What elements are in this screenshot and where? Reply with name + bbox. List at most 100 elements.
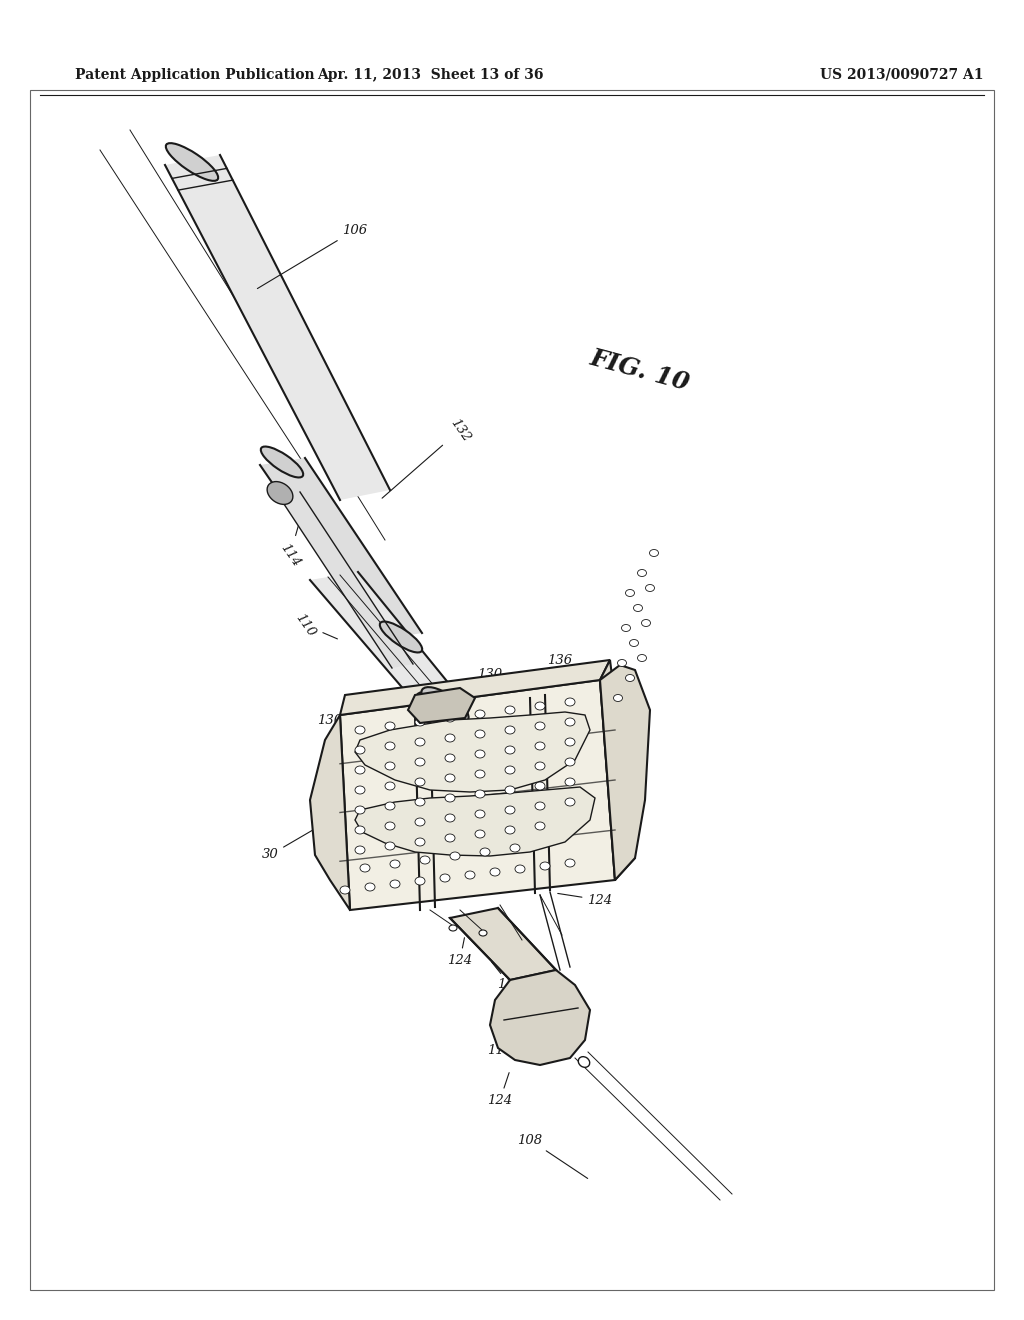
- Ellipse shape: [415, 718, 425, 726]
- Ellipse shape: [445, 714, 455, 722]
- Ellipse shape: [626, 590, 635, 597]
- Text: 114: 114: [278, 523, 302, 569]
- Ellipse shape: [415, 777, 425, 785]
- Ellipse shape: [465, 871, 475, 879]
- Ellipse shape: [385, 742, 395, 750]
- Text: 133: 133: [338, 731, 413, 756]
- Text: Patent Application Publication: Patent Application Publication: [75, 69, 314, 82]
- Ellipse shape: [261, 446, 303, 478]
- Ellipse shape: [475, 810, 485, 818]
- Ellipse shape: [385, 842, 395, 850]
- Ellipse shape: [445, 814, 455, 822]
- Ellipse shape: [535, 702, 545, 710]
- Ellipse shape: [166, 143, 218, 181]
- Ellipse shape: [490, 869, 500, 876]
- Text: 30: 30: [261, 821, 328, 862]
- Ellipse shape: [505, 766, 515, 774]
- Ellipse shape: [355, 826, 365, 834]
- Ellipse shape: [649, 549, 658, 557]
- Text: US 2013/0090727 A1: US 2013/0090727 A1: [820, 69, 983, 82]
- Ellipse shape: [505, 785, 515, 795]
- Polygon shape: [340, 660, 610, 715]
- Ellipse shape: [420, 855, 430, 865]
- Ellipse shape: [613, 694, 623, 701]
- Polygon shape: [165, 154, 390, 500]
- Ellipse shape: [385, 781, 395, 789]
- Text: 132: 132: [382, 416, 472, 498]
- Ellipse shape: [565, 718, 575, 726]
- Polygon shape: [408, 688, 475, 723]
- Ellipse shape: [450, 851, 460, 861]
- Ellipse shape: [440, 874, 450, 882]
- Ellipse shape: [340, 886, 350, 894]
- Text: 116: 116: [492, 962, 522, 991]
- Ellipse shape: [505, 746, 515, 754]
- Ellipse shape: [445, 834, 455, 842]
- Ellipse shape: [634, 605, 642, 611]
- Ellipse shape: [415, 876, 425, 884]
- Ellipse shape: [535, 803, 545, 810]
- Ellipse shape: [355, 807, 365, 814]
- Ellipse shape: [535, 781, 545, 789]
- Ellipse shape: [510, 843, 520, 851]
- Ellipse shape: [505, 807, 515, 814]
- Ellipse shape: [645, 585, 654, 591]
- Ellipse shape: [449, 925, 457, 931]
- Ellipse shape: [365, 883, 375, 891]
- Ellipse shape: [385, 762, 395, 770]
- Ellipse shape: [480, 847, 490, 855]
- Ellipse shape: [535, 762, 545, 770]
- Text: 130: 130: [453, 668, 503, 698]
- Ellipse shape: [622, 624, 631, 631]
- Ellipse shape: [415, 818, 425, 826]
- Ellipse shape: [415, 838, 425, 846]
- Ellipse shape: [565, 777, 575, 785]
- Ellipse shape: [355, 766, 365, 774]
- Ellipse shape: [505, 706, 515, 714]
- Ellipse shape: [380, 622, 422, 652]
- Ellipse shape: [565, 758, 575, 766]
- Ellipse shape: [385, 822, 395, 830]
- Ellipse shape: [385, 803, 395, 810]
- Polygon shape: [260, 458, 422, 640]
- Text: 110: 110: [293, 611, 338, 639]
- Ellipse shape: [355, 746, 365, 754]
- Ellipse shape: [641, 619, 650, 627]
- Ellipse shape: [505, 826, 515, 834]
- Ellipse shape: [355, 785, 365, 795]
- Ellipse shape: [515, 865, 525, 873]
- Ellipse shape: [579, 1057, 590, 1068]
- Text: 130: 130: [317, 714, 392, 726]
- Ellipse shape: [415, 799, 425, 807]
- Polygon shape: [278, 492, 413, 668]
- Text: FIG. 10: FIG. 10: [588, 345, 692, 395]
- Polygon shape: [310, 572, 472, 719]
- Polygon shape: [600, 660, 635, 880]
- Polygon shape: [340, 680, 615, 909]
- Ellipse shape: [390, 880, 400, 888]
- Text: Apr. 11, 2013  Sheet 13 of 36: Apr. 11, 2013 Sheet 13 of 36: [316, 69, 544, 82]
- Polygon shape: [490, 970, 590, 1065]
- Ellipse shape: [385, 722, 395, 730]
- Text: 108: 108: [517, 1134, 588, 1179]
- Ellipse shape: [617, 660, 627, 667]
- Polygon shape: [310, 715, 350, 909]
- Ellipse shape: [422, 688, 469, 723]
- Ellipse shape: [267, 482, 293, 504]
- Ellipse shape: [417, 692, 464, 727]
- Ellipse shape: [355, 846, 365, 854]
- Ellipse shape: [565, 738, 575, 746]
- Ellipse shape: [565, 698, 575, 706]
- Ellipse shape: [475, 710, 485, 718]
- Ellipse shape: [475, 789, 485, 799]
- Ellipse shape: [360, 865, 370, 873]
- Ellipse shape: [565, 859, 575, 867]
- Ellipse shape: [638, 569, 646, 577]
- Ellipse shape: [355, 726, 365, 734]
- Ellipse shape: [415, 738, 425, 746]
- Text: 106: 106: [257, 223, 368, 289]
- Ellipse shape: [626, 675, 635, 681]
- Ellipse shape: [638, 655, 646, 661]
- Ellipse shape: [445, 774, 455, 781]
- Text: 118: 118: [487, 1023, 513, 1056]
